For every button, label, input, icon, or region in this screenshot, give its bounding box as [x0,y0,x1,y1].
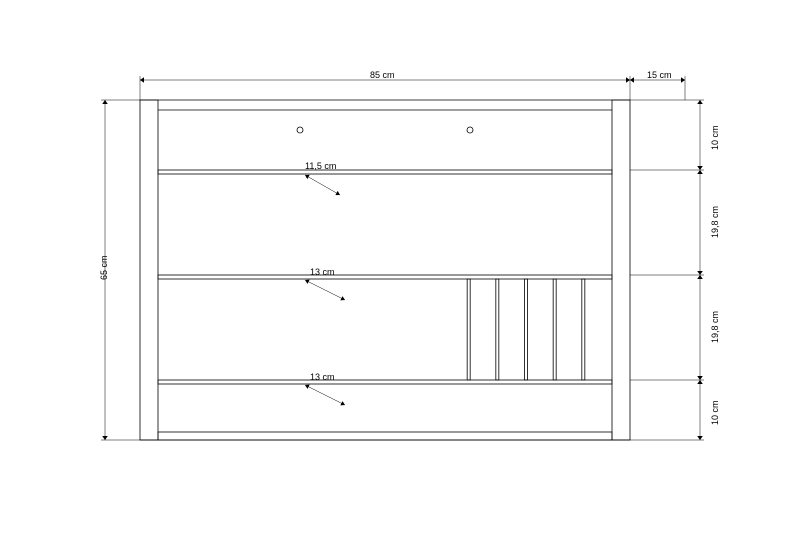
dim-seg-a: 10 cm [711,125,720,150]
dim-seg-d: 10 cm [711,400,720,425]
dim-depth2: 13 cm [310,268,335,277]
dim-depth1: 11,5 cm [305,162,336,171]
dim-seg-c: 19,8 cm [711,311,720,343]
drawing-svg [0,0,800,533]
dim-height: 65 cm [100,255,109,280]
dim-depth3: 13 cm [310,373,335,382]
dim-top-w: 15 cm [647,71,672,80]
dimension-drawing: { "colors": { "line": "#000000", "bg": "… [0,0,800,533]
dim-width: 85 cm [370,71,395,80]
dim-seg-b: 19,8 cm [711,206,720,238]
